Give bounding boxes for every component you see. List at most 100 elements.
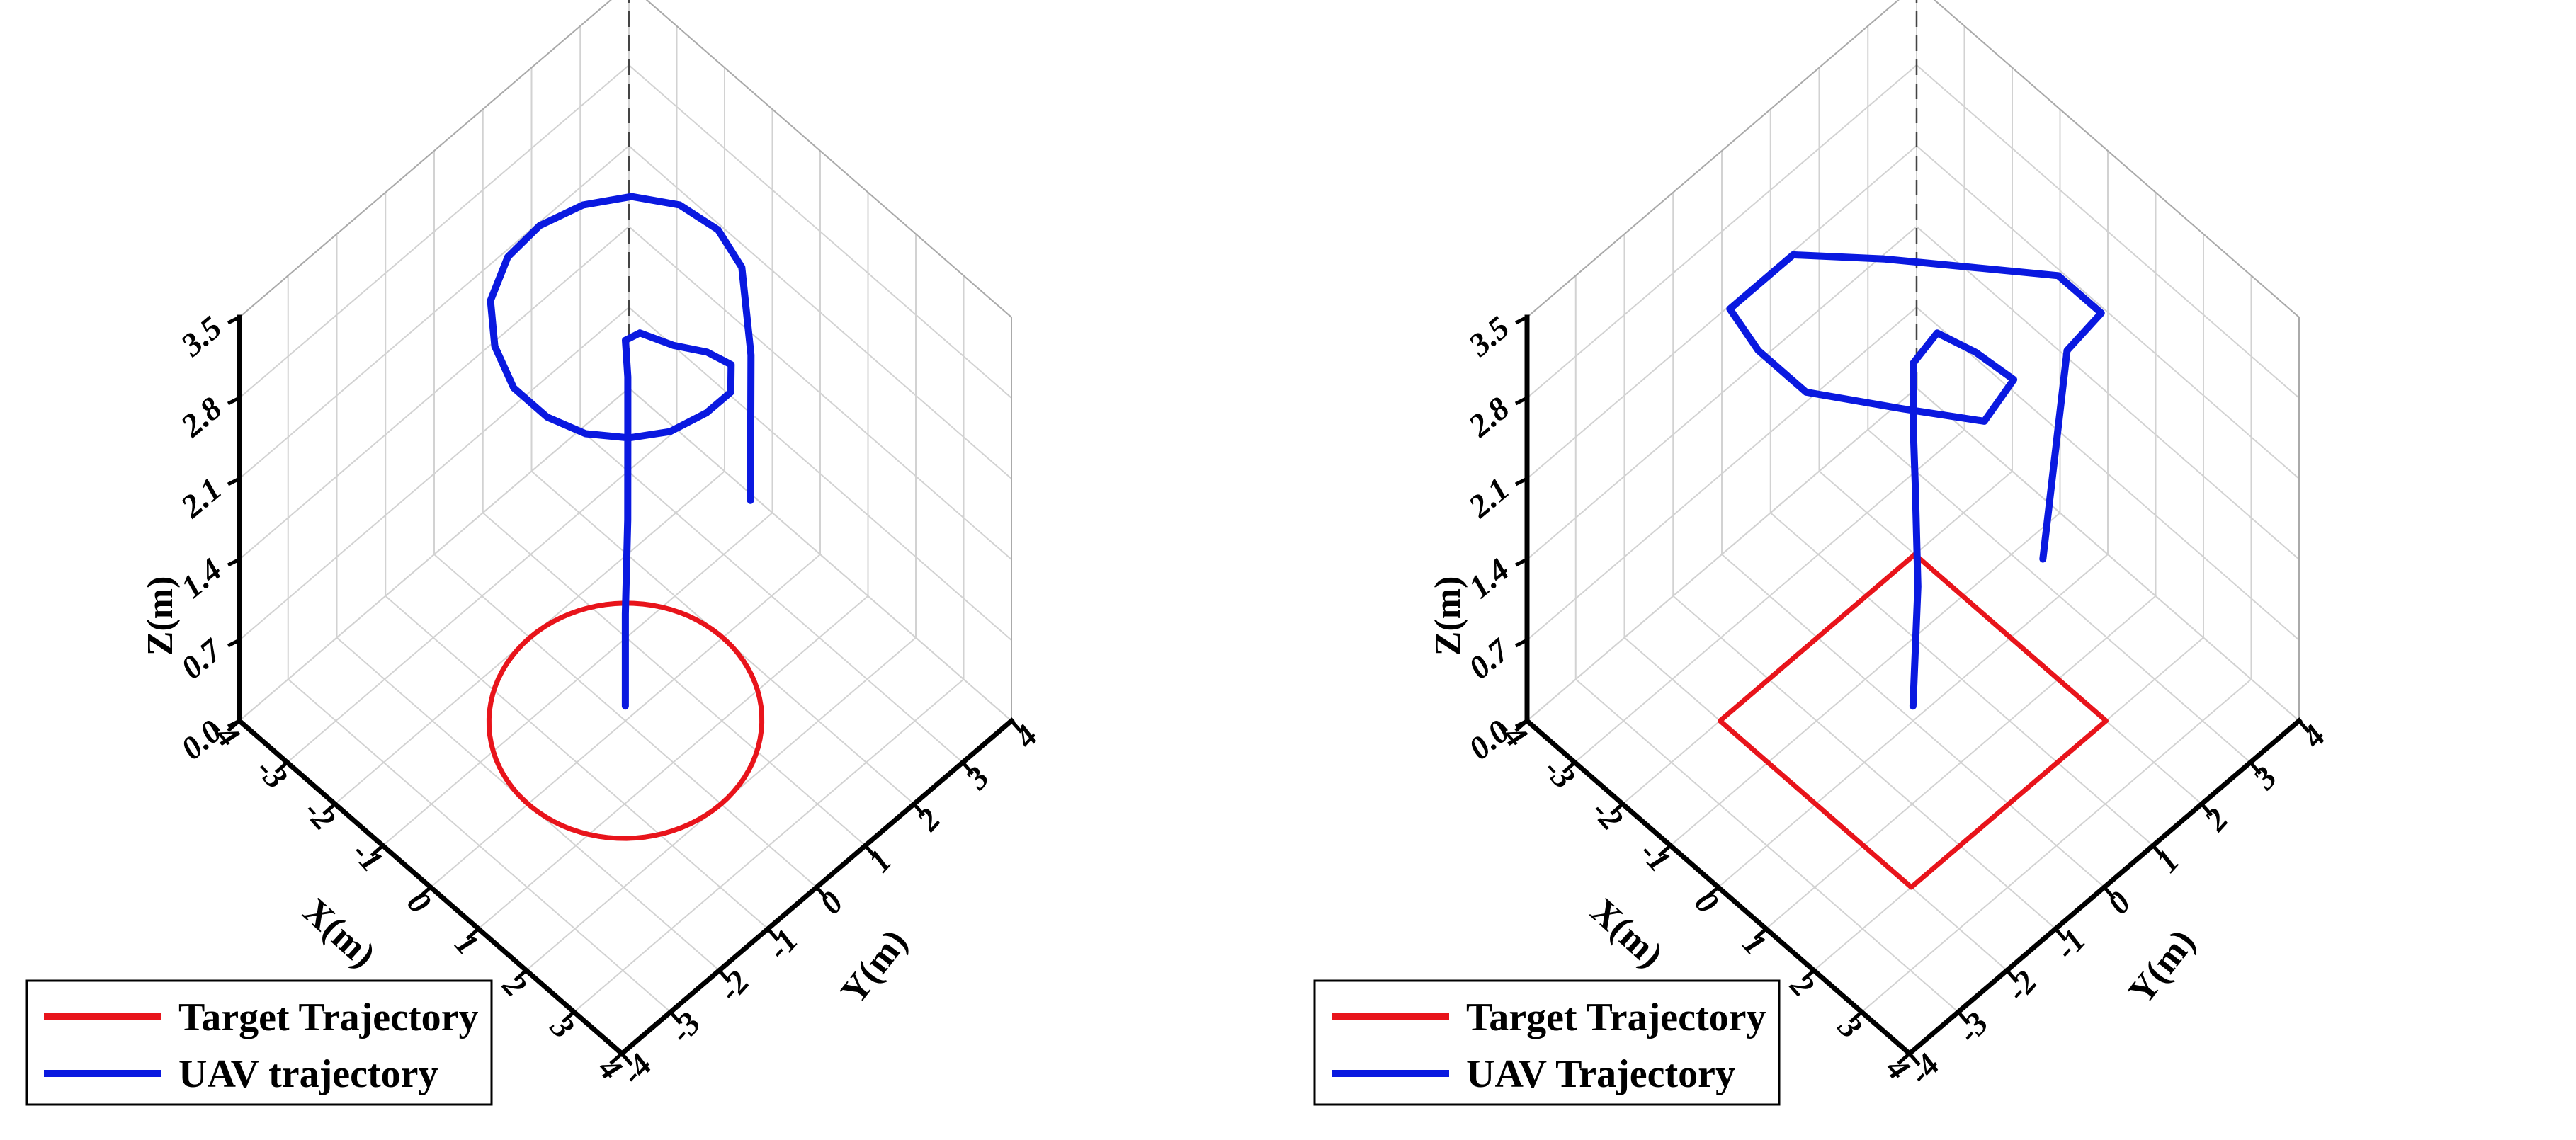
- x-tick: [418, 886, 432, 899]
- x-tick-label: -3: [249, 751, 295, 796]
- x-axis-label: X(m): [1583, 891, 1671, 976]
- z-tick-label: 3.5: [174, 309, 229, 364]
- y-tick: [815, 886, 828, 900]
- legend-label: Target Trajectory: [1466, 996, 1766, 1039]
- frame-edge: [645, 0, 1012, 318]
- x-tick: [465, 927, 480, 940]
- x-axis-label: X(m): [295, 891, 383, 976]
- y-axis-label: Y(m): [2121, 922, 2203, 1011]
- legend-box: [25, 979, 493, 1106]
- floor-grid-line: [1721, 554, 2105, 888]
- floor-grid-line: [288, 678, 671, 1013]
- wall-grid-line: [1916, 226, 2300, 560]
- y-tick-label: 4: [2294, 718, 2332, 755]
- y-tick: [1956, 1010, 1970, 1025]
- y-tick: [766, 928, 780, 942]
- floor-grid-line: [1867, 428, 2251, 763]
- y-tick: [2249, 761, 2262, 775]
- chart-square-3d: 0.00.71.42.12.83.5-4-3-2-101234-4-3-2-10…: [1313, 0, 2332, 1106]
- y-tick-label: 3: [2245, 760, 2283, 797]
- x-tick-label: 1: [448, 925, 486, 962]
- x-tick: [1897, 1052, 1911, 1065]
- x-tick-label: -1: [345, 834, 390, 879]
- x-tick: [1753, 927, 1768, 940]
- x-tick-label: 3: [1831, 1008, 1869, 1045]
- legend-label: UAV Trajectory: [1466, 1052, 1735, 1096]
- wall-grid-line: [628, 145, 1012, 479]
- y-axis-label: Y(m): [833, 922, 915, 1011]
- x-tick-label: -3: [1537, 751, 1582, 796]
- x-tick-label: 0: [1688, 884, 1725, 920]
- legend: Target Trajectory UAV Trajectory: [1313, 979, 1781, 1106]
- z-tick-label: 3.5: [1461, 309, 1516, 364]
- wall-grid-line: [239, 145, 630, 479]
- wall-grid-line: [1526, 64, 1917, 399]
- x-tick: [514, 969, 528, 982]
- z-tick-label: 2.1: [174, 471, 229, 525]
- series-line-target-trajectory: [1718, 552, 2109, 890]
- legend-label: UAV trajectory: [178, 1052, 438, 1096]
- tick-marks: [1514, 315, 2310, 1066]
- wall-grid-line: [1916, 307, 2300, 641]
- wall-grid-line: [628, 387, 1012, 722]
- frame-edge: [1933, 0, 2300, 318]
- panel-square: 0.0 0.7 1.4 2.1 2.8 3.5 -4 -3 -2 -1 0 1 2 3 4 -4 -3 -2 -1 0…: [1288, 0, 2576, 1140]
- x-tick: [1562, 760, 1577, 774]
- y-tick: [2151, 844, 2164, 858]
- x-tick: [1801, 969, 1815, 982]
- y-tick: [669, 1010, 682, 1025]
- x-tick: [1657, 844, 1672, 857]
- z-tick: [227, 477, 241, 486]
- x-tick: [561, 1010, 576, 1024]
- y-tick-label: 0: [812, 884, 850, 920]
- y-tick-label: 1: [861, 843, 899, 879]
- x-tick: [1610, 802, 1624, 816]
- legend-box: [1313, 979, 1781, 1106]
- legend-label: Target Trajectory: [178, 996, 478, 1039]
- x-tick: [227, 719, 241, 732]
- frame-edge: [1526, 0, 1900, 318]
- wall-grid-line: [239, 307, 630, 641]
- y-tick-label: 3: [958, 760, 996, 797]
- wall-grid-line: [1526, 387, 1917, 722]
- legend: Target Trajectory UAV trajectory: [25, 979, 493, 1106]
- series-line-target-trajectory: [486, 600, 765, 841]
- wall-grid-line: [1916, 387, 2300, 722]
- grid-lines: [239, 0, 1012, 1054]
- wall-grid-line: [239, 226, 630, 560]
- y-tick-label: 1: [2149, 843, 2186, 879]
- x-tick: [1706, 886, 1720, 899]
- y-tick: [1908, 1052, 1921, 1066]
- z-tick: [1514, 638, 1528, 648]
- x-tick-label: 1: [1736, 925, 1774, 962]
- tick-marks: [227, 315, 1023, 1066]
- x-tick: [1514, 719, 1528, 732]
- x-tick-label: 2: [496, 967, 534, 1003]
- wall-grid-line: [1916, 64, 2300, 399]
- floor-grid-line: [482, 512, 866, 847]
- chart-circle-3d: 0.00.71.42.12.83.5-4-3-2-101234-4-3-2-10…: [25, 0, 1045, 1106]
- y-tick: [2298, 719, 2310, 734]
- floor-grid-line: [579, 428, 963, 763]
- x-tick-label: -2: [297, 793, 343, 838]
- x-tick: [322, 802, 336, 816]
- x-tick-label: 2: [1783, 967, 1822, 1003]
- x-tick-label: -1: [1633, 834, 1678, 879]
- floor-grid-line: [1672, 595, 2056, 930]
- panel-circle: 0.0 0.7 1.4 2.1 2.8 3.5 -4 -3 -2 -1 0 1 2 3 4 -4 -3 -2 -1 0…: [25, 0, 1045, 1106]
- floor-grid-line: [433, 554, 817, 888]
- z-tick-label: 2.1: [1461, 471, 1516, 525]
- y-tick: [2054, 928, 2067, 942]
- y-tick: [1010, 719, 1023, 734]
- z-tick: [1514, 557, 1528, 567]
- y-tick: [863, 844, 877, 858]
- z-tick: [227, 557, 241, 567]
- y-tick: [2005, 969, 2019, 984]
- x-tick: [370, 844, 385, 857]
- wall-grid-line: [239, 387, 630, 722]
- wall-grid-line: [1526, 226, 1917, 560]
- wall-grid-line: [628, 226, 1012, 560]
- z-tick: [227, 638, 241, 648]
- z-axis-label: Z(m): [140, 576, 181, 656]
- floor-grid-line: [1575, 678, 1959, 1013]
